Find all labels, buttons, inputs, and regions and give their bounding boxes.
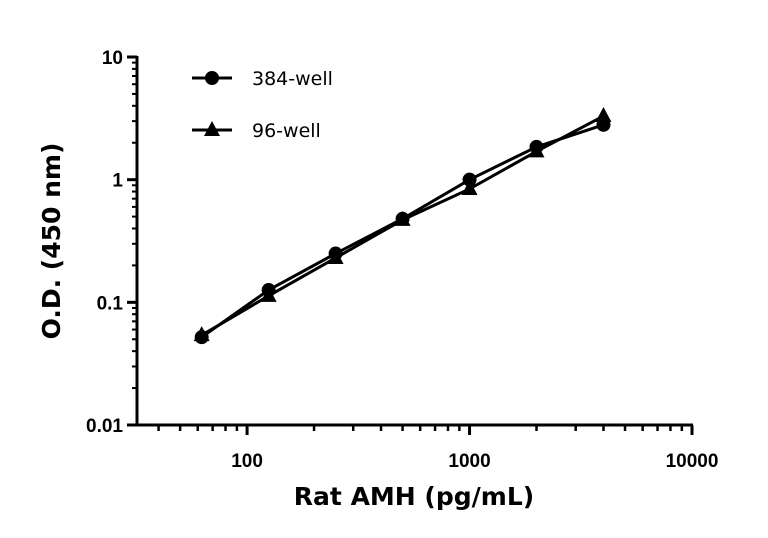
- legend-item: 96-well: [192, 120, 321, 142]
- circle-marker-icon: [205, 71, 219, 85]
- y-tick-label: 0.1: [97, 293, 124, 314]
- legend: 384-well 96-well: [192, 68, 333, 142]
- y-axis-label: O.D. (450 nm): [37, 143, 66, 340]
- legend-item: 384-well: [192, 68, 333, 90]
- data-point: [193, 326, 210, 342]
- x-tick-label: 10000: [666, 451, 719, 472]
- y-tick-label: 1: [112, 171, 123, 192]
- legend-label: 384-well: [252, 68, 333, 90]
- legend-label: 96-well: [252, 120, 321, 142]
- series-96-well: [193, 107, 612, 342]
- data-point: [394, 210, 411, 226]
- x-tick-label: 100: [231, 451, 263, 472]
- data-point: [595, 107, 612, 123]
- y-tick-label: 0.01: [86, 416, 123, 437]
- x-tick-label: 1000: [448, 451, 490, 472]
- data-point: [461, 179, 478, 195]
- x-axis-label: Rat AMH (pg/mL): [294, 482, 534, 511]
- series-group: [193, 107, 612, 345]
- data-point: [327, 248, 344, 264]
- triangle-marker-icon: [204, 121, 220, 136]
- data-point: [260, 286, 277, 302]
- series-384-well: [194, 117, 611, 345]
- axes: 100 1000 10000 0.01 0.1 1 10: [86, 48, 718, 472]
- data-point: [462, 172, 477, 187]
- data-point: [528, 142, 545, 158]
- y-tick-label: 10: [102, 48, 123, 69]
